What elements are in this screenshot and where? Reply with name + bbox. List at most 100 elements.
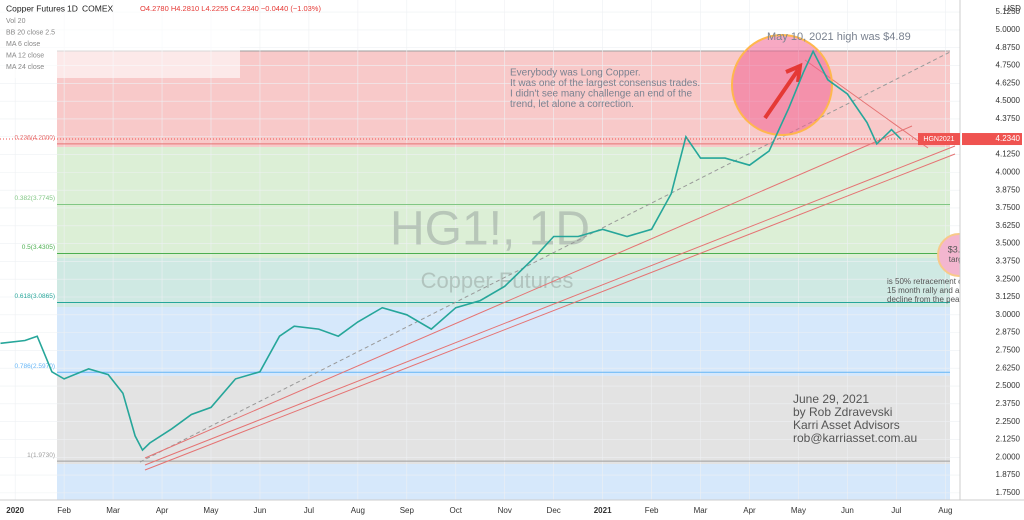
fib-label: 0.618(3.0865) (15, 293, 55, 300)
y-tick-label: 2.3750 (996, 399, 1021, 408)
target-note-line: decline from the peak. (887, 295, 966, 304)
price-tag-bg (962, 133, 1022, 146)
target-price: $3.43 (948, 244, 971, 254)
zone (57, 376, 950, 464)
x-tick-label: Apr (156, 506, 169, 515)
price-tag-label: 4.2340 (996, 134, 1021, 143)
y-tick-label: 4.1250 (996, 150, 1021, 159)
target-note-line: 15 month rally and a 30% (887, 286, 978, 295)
consensus-line: I didn't see many challenge an end of th… (510, 89, 692, 100)
x-tick-label: Jul (891, 506, 901, 515)
y-tick-label: 2.1250 (996, 435, 1021, 444)
zone (57, 258, 950, 307)
price-line (0, 49, 902, 452)
y-tick-label: 2.5000 (996, 381, 1021, 390)
indicator: MA 24 close (6, 64, 44, 71)
symbol-tag (918, 133, 960, 146)
signature-line: rob@karriasset.com.au (793, 431, 917, 445)
y-tick-label: 3.1250 (996, 292, 1021, 301)
x-tick-label: Apr (743, 506, 756, 515)
x-tick-label: 2021 (594, 506, 612, 515)
y-tick-label: 2.7500 (996, 346, 1021, 355)
highlight-circle (731, 34, 833, 136)
time-axis (0, 500, 1024, 520)
y-tick-label: 3.6250 (996, 221, 1021, 230)
indicator: BB 20 close 2.5 (6, 29, 55, 36)
watermark: HG1!, 1D (390, 203, 590, 256)
x-tick-label: Feb (57, 506, 71, 515)
x-tick-label: Aug (938, 506, 952, 515)
watermark-subtitle: Copper Futures (421, 268, 574, 293)
symbol: Copper Futures (6, 3, 65, 13)
price-axis (960, 0, 1024, 520)
fib-label: 1(1.9730) (27, 452, 55, 459)
legend-bg (0, 0, 240, 78)
indicator: MA 12 close (6, 52, 44, 59)
fib-label: 0.786(2.5970) (15, 363, 55, 370)
symbol-tag-label: HGN2021 (923, 136, 954, 143)
axes: 1.7500 1.8750 2.0000 2.1250 2.2500 2.3750 2.50… (0, 7, 1022, 515)
consensus-line: trend, let alone a correction. (510, 99, 634, 110)
x-tick-label: Sep (400, 506, 415, 515)
y-tick-label: 5.1250 (996, 7, 1021, 16)
y-tick-label: 4.3750 (996, 114, 1021, 123)
ohlc: O4.2780 H4.2810 L4.2255 C4.2340 −0.0440 … (140, 4, 321, 13)
consensus-note: Everybody was Long Copper.It was one of … (510, 68, 700, 111)
y-tick-label: 4.5000 (996, 96, 1021, 105)
consensus-line: It was one of the largest consensus trad… (510, 78, 700, 89)
currency: USD (1004, 4, 1021, 13)
fib-label: 0.5(3.4305) (22, 244, 55, 251)
x-tick-label: May (203, 506, 218, 515)
fib-label: 0.236(4.2000) (15, 135, 55, 142)
x-tick-label: Mar (106, 506, 120, 515)
y-tick-label: 5.0000 (996, 25, 1021, 34)
x-tick-label: Jun (253, 506, 266, 515)
x-tick-label: Nov (498, 506, 512, 515)
arrow (763, 62, 803, 120)
trend-line (144, 125, 913, 459)
x-tick-label: Aug (351, 506, 365, 515)
interval: 1D (67, 3, 78, 13)
y-tick-label: 3.8750 (996, 185, 1021, 194)
x-tick-label: Dec (547, 506, 561, 515)
y-tick-label: 3.0000 (996, 310, 1021, 319)
exchange: COMEX (82, 3, 114, 13)
y-tick-label: 4.6250 (996, 78, 1021, 87)
y-tick-label: 2.8750 (996, 328, 1021, 337)
signature-line: by Rob Zdravevski (793, 405, 892, 419)
plot (0, 49, 902, 452)
y-tick-label: 4.8750 (996, 43, 1021, 52)
y-tick-label: 1.7500 (996, 488, 1021, 497)
y-tick-label: 2.6250 (996, 363, 1021, 372)
high-note: May 10, 2021 high was $4.89 (767, 31, 911, 43)
y-tick-label: 3.2500 (996, 274, 1021, 283)
y-tick-label: 3.7500 (996, 203, 1021, 212)
y-tick-label: 2.0000 (996, 452, 1021, 461)
y-tick-label: 2.2500 (996, 417, 1021, 426)
x-tick-label: 2020 (6, 506, 24, 515)
y-tick-label: 1.8750 (996, 470, 1021, 479)
indicators: Vol 20 BB 20 close 2.5 MA 6 close MA 12 clo… (6, 18, 55, 71)
x-tick-label: Oct (450, 506, 463, 515)
zone (57, 307, 950, 376)
x-tick-label: Mar (694, 506, 708, 515)
fib-label: 0.382(3.7745) (15, 195, 55, 202)
x-tick-label: May (791, 506, 806, 515)
trend-line (144, 145, 956, 466)
y-tick-label: 3.5000 (996, 239, 1021, 248)
x-tick-label: Jun (841, 506, 854, 515)
y-tick-label: 4.7500 (996, 61, 1021, 70)
trend-line (144, 153, 956, 471)
indicator: Vol 20 (6, 18, 26, 25)
zone (57, 464, 950, 500)
y-tick-label: 4.0000 (996, 167, 1021, 176)
x-tick-label: Jul (304, 506, 314, 515)
signature-line: June 29, 2021 (793, 392, 869, 406)
y-tick-label: 3.3750 (996, 257, 1021, 266)
indicator: MA 6 close (6, 41, 40, 48)
target-word: target (949, 255, 970, 264)
zone (57, 147, 950, 258)
